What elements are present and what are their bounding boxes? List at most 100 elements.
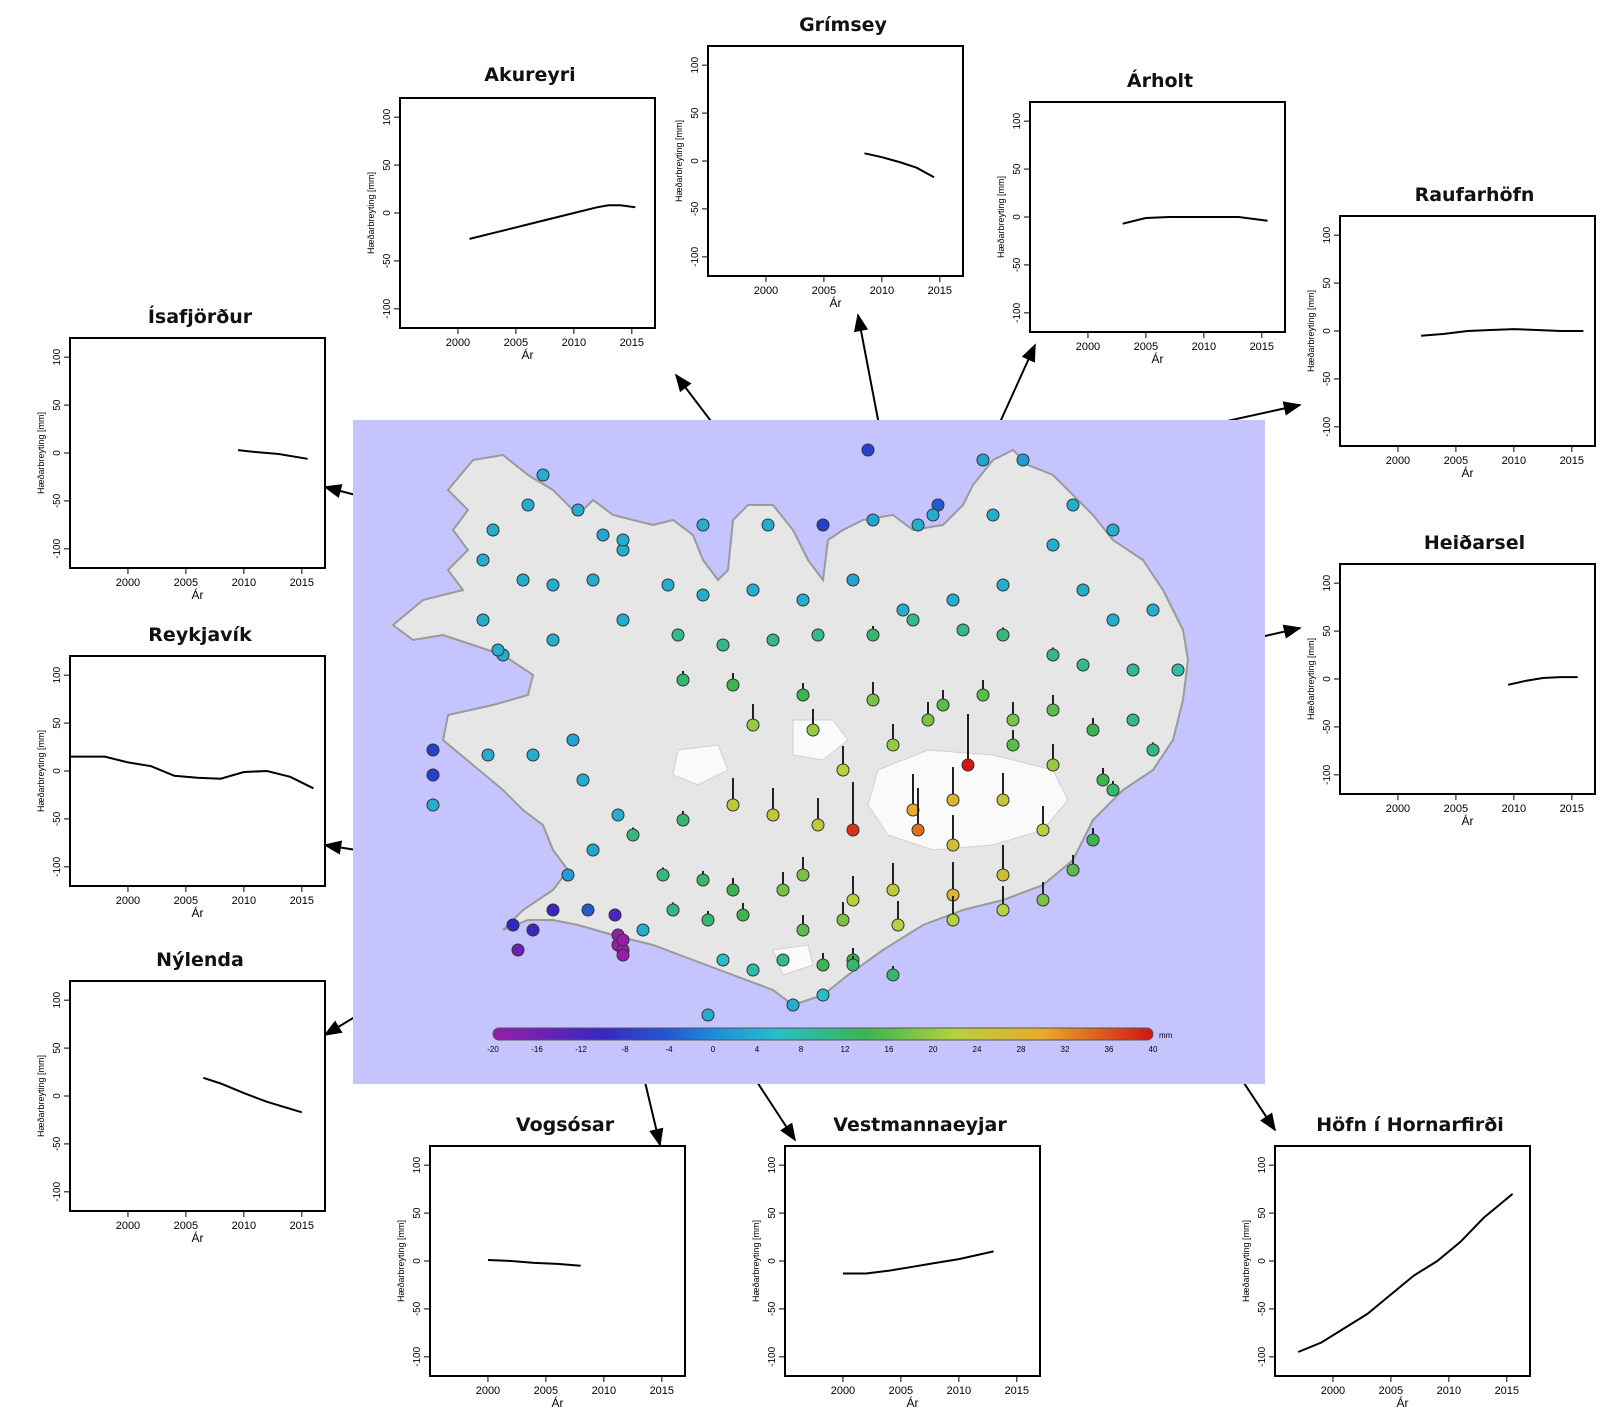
y-tick-label: 100 <box>52 348 63 365</box>
x-tick-label: 2005 <box>504 337 528 349</box>
y-tick-label: -50 <box>767 1301 778 1316</box>
gps-station-marker <box>481 748 495 762</box>
gps-station-marker <box>636 923 650 937</box>
y-tick-label: -100 <box>52 856 63 876</box>
gps-station-marker <box>586 573 600 587</box>
chart-title: Ísafjörður <box>147 306 253 328</box>
x-tick-label: 2010 <box>232 895 256 907</box>
gps-station-marker <box>661 578 675 592</box>
y-tick-label: 100 <box>1322 574 1333 591</box>
gps-station-marker <box>746 963 760 977</box>
x-axis-label: Ár <box>830 295 842 310</box>
chart-svg: 2000 2005 2010 2015 -100 -50 0 50 100 Ár Hæðarbrey… <box>674 45 964 310</box>
gps-station-marker <box>511 943 525 957</box>
gps-station-marker <box>476 553 490 567</box>
gps-station-marker <box>1006 738 1020 752</box>
x-tick-label: 2010 <box>1437 1385 1461 1397</box>
gps-station-marker <box>746 718 760 732</box>
y-tick-label: 0 <box>1322 676 1333 682</box>
gps-station-marker <box>1086 723 1100 737</box>
gps-station-marker <box>996 793 1010 807</box>
gps-station-marker <box>696 873 710 887</box>
gps-station-marker <box>961 758 975 772</box>
gps-station-marker <box>726 883 740 897</box>
gps-station-marker <box>571 503 585 517</box>
gps-station-marker <box>946 913 960 927</box>
chart-panel-nylenda: Nýlenda 2000 2005 2010 2015 -100 -50 0 50 100 Ár H… <box>30 945 330 1245</box>
x-tick-label: 2000 <box>1321 1385 1345 1397</box>
gps-station-marker <box>1046 648 1060 662</box>
y-tick-label: 100 <box>1257 1156 1268 1173</box>
chart-panel-raufarhofn: Raufarhöfn 2000 2005 2010 2015 -100 -50 0 50 100… <box>1300 180 1609 480</box>
gps-station-marker <box>716 638 730 652</box>
series-line <box>1122 216 1268 225</box>
gps-station-marker <box>946 793 960 807</box>
x-tick-label: 2000 <box>116 895 140 907</box>
gps-station-marker <box>996 578 1010 592</box>
gps-station-marker <box>426 768 440 782</box>
gps-station-marker <box>611 808 625 822</box>
chart-svg: 2000 2005 2010 2015 -100 -50 0 50 100 Ár Hæðarbrey… <box>1306 215 1596 480</box>
gps-station-marker <box>796 688 810 702</box>
gps-station-marker <box>836 763 850 777</box>
x-tick-label: 2005 <box>534 1385 558 1397</box>
y-tick-label: -100 <box>1322 764 1333 784</box>
y-tick-label: 0 <box>382 210 393 216</box>
y-tick-label: 0 <box>1012 214 1023 220</box>
gps-station-marker <box>776 953 790 967</box>
gps-station-marker <box>576 773 590 787</box>
series-line <box>1421 328 1584 337</box>
gps-station-marker <box>911 518 925 532</box>
gps-station-marker <box>946 838 960 852</box>
gps-station-marker <box>546 578 560 592</box>
plot-frame <box>707 45 964 277</box>
colorbar-tick-label: 28 <box>1017 1045 1026 1054</box>
gps-station-marker <box>846 823 860 837</box>
colorbar-tick-label: 20 <box>929 1045 938 1054</box>
x-axis-label: Ár <box>1397 1395 1409 1410</box>
y-axis-label: Hæðarbreyting [mm] <box>996 176 1006 258</box>
plot-frame <box>69 980 326 1212</box>
chart-svg: 2000 2005 2010 2015 -100 -50 0 50 100 Ár Hæðarbrey… <box>36 980 326 1245</box>
y-tick-label: 0 <box>52 450 63 456</box>
y-tick-label: 100 <box>52 666 63 683</box>
gps-station-marker <box>811 818 825 832</box>
y-tick-label: -50 <box>52 493 63 508</box>
plot-frame <box>784 1145 1041 1377</box>
chart-panel-hofn: Höfn í Hornarfirði 2000 2005 2010 2015 -100 -… <box>1235 1110 1545 1413</box>
y-tick-label: -50 <box>52 811 63 826</box>
gps-station-marker <box>736 908 750 922</box>
colorbar-tick-label: -4 <box>665 1045 673 1054</box>
gps-station-marker <box>816 988 830 1002</box>
chart-title: Höfn í Hornarfirði <box>1316 1114 1504 1136</box>
gps-station-marker <box>886 968 900 982</box>
gps-station-marker <box>1096 773 1110 787</box>
gps-station-marker <box>846 573 860 587</box>
chart-svg: 2000 2005 2010 2015 -100 -50 0 50 100 Ár Hæðarbrey… <box>751 1145 1041 1410</box>
gps-station-marker <box>786 998 800 1012</box>
y-tick-label: 50 <box>412 1207 423 1219</box>
gps-station-marker <box>846 893 860 907</box>
gps-station-marker <box>1046 703 1060 717</box>
x-tick-label: 2000 <box>831 1385 855 1397</box>
plot-frame <box>1339 563 1596 795</box>
gps-station-marker <box>1036 893 1050 907</box>
gps-station-marker <box>891 918 905 932</box>
gps-station-marker <box>616 613 630 627</box>
gps-station-marker <box>766 633 780 647</box>
gps-station-marker <box>1146 603 1160 617</box>
gps-station-marker <box>1146 743 1160 757</box>
chart-svg: 2000 2005 2010 2015 -100 -50 0 50 100 Ár Hæðarbrey… <box>36 655 326 920</box>
x-tick-label: 2005 <box>1134 341 1158 353</box>
gps-station-marker <box>1106 783 1120 797</box>
y-tick-label: 100 <box>1012 112 1023 129</box>
chart-panel-arholt: Árholt 2000 2005 2010 2015 -100 -50 0 50 100 Ár Hæ… <box>990 66 1290 376</box>
gps-station-marker <box>676 813 690 827</box>
y-tick-label: -50 <box>690 201 701 216</box>
y-tick-label: 50 <box>52 1042 63 1054</box>
y-tick-label: -100 <box>412 1346 423 1366</box>
x-tick-label: 2010 <box>947 1385 971 1397</box>
gps-station-marker <box>626 828 640 842</box>
x-tick-label: 2000 <box>754 285 778 297</box>
y-tick-label: -50 <box>382 253 393 268</box>
